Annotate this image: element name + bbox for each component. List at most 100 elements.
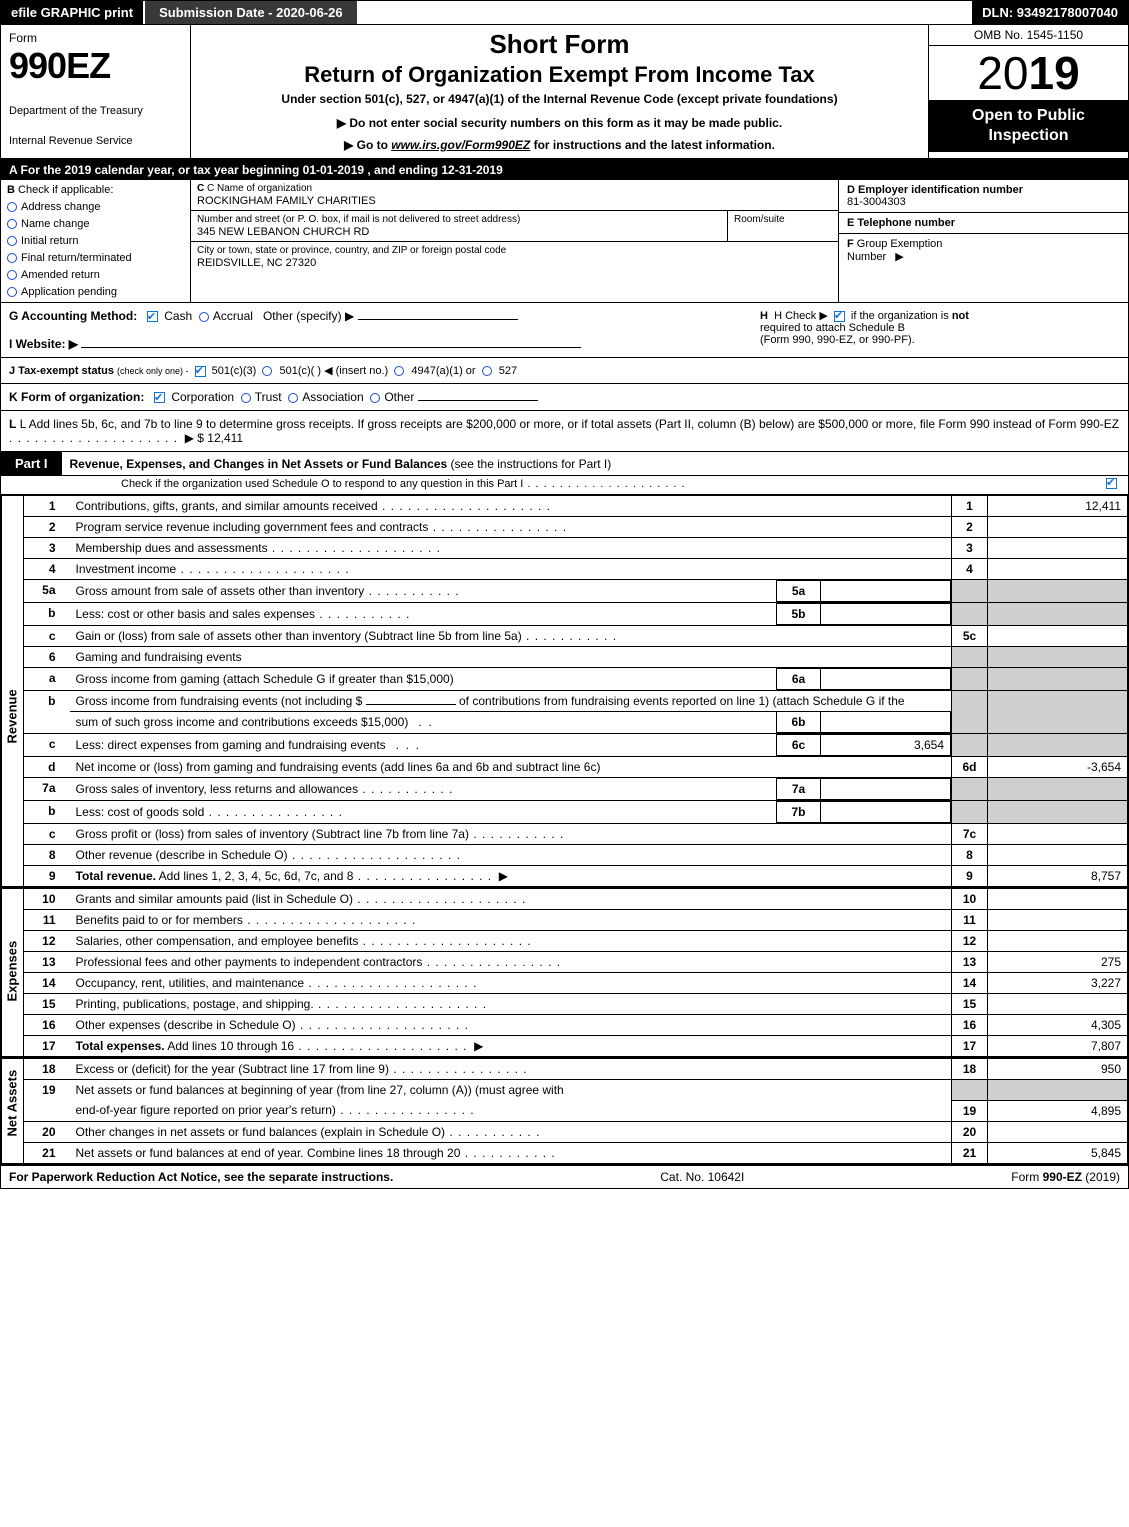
- amt-line-10: [988, 889, 1128, 910]
- part-i-tag: Part I: [1, 452, 62, 475]
- row-l-text: L Add lines 5b, 6c, and 7b to line 9 to …: [20, 417, 1119, 431]
- other-specify-input[interactable]: [358, 319, 518, 320]
- row-l: L L Add lines 5b, 6c, and 7b to line 9 t…: [1, 411, 1128, 452]
- line-6d: d Net income or (loss) from gaming and f…: [24, 757, 1128, 778]
- box-c-name-label: C C Name of organization: [197, 183, 832, 194]
- amt-line-9: 8,757: [988, 866, 1128, 887]
- tax-year: 2019: [929, 46, 1128, 100]
- line-4: 4 Investment income 4: [24, 559, 1128, 580]
- line-19: 19 Net assets or fund balances at beginn…: [24, 1080, 1128, 1101]
- box-f-label: F Group ExemptionNumber ▶: [847, 238, 1120, 263]
- efile-print-button[interactable]: efile GRAPHIC print: [1, 1, 143, 24]
- line-8: 8 Other revenue (describe in Schedule O)…: [24, 845, 1128, 866]
- amt-line-21: 5,845: [988, 1142, 1128, 1163]
- checkbox-527[interactable]: [482, 366, 492, 376]
- checkbox-name-change[interactable]: [7, 219, 17, 229]
- checkbox-schedule-b-not-required[interactable]: [834, 311, 845, 322]
- revenue-section: Revenue 1 Contributions, gifts, grants, …: [1, 495, 1128, 888]
- opt-trust: Trust: [255, 390, 282, 404]
- checkbox-4947a1[interactable]: [394, 366, 404, 376]
- header-mid: Short Form Return of Organization Exempt…: [191, 25, 928, 158]
- box-b-heading: Check if applicable:: [18, 184, 113, 196]
- amt-line-15: [988, 994, 1128, 1015]
- opt-final-return: Final return/terminated: [21, 252, 132, 264]
- amt-line-11: [988, 910, 1128, 931]
- dln: DLN: 93492178007040: [972, 1, 1128, 24]
- checkbox-cash[interactable]: [147, 311, 158, 322]
- dots-icon: [523, 478, 685, 490]
- subamt-6c: 3,654: [821, 735, 951, 756]
- subamt-6a: [821, 669, 951, 690]
- checkbox-initial-return[interactable]: [7, 236, 17, 246]
- amt-line-4: [988, 559, 1128, 580]
- city-label: City or town, state or province, country…: [197, 245, 832, 256]
- checkbox-501c3[interactable]: [195, 366, 206, 377]
- line-7a: 7a Gross sales of inventory, less return…: [24, 778, 1128, 801]
- opt-cash: Cash: [164, 309, 192, 323]
- website-input[interactable]: [81, 347, 581, 348]
- box-d-label: D Employer identification number: [847, 184, 1120, 196]
- other-org-input[interactable]: [418, 400, 538, 401]
- ein: 81-3004303: [847, 196, 1120, 208]
- checkbox-amended-return[interactable]: [7, 270, 17, 280]
- boxes-d-e-f: D Employer identification number 81-3004…: [838, 180, 1128, 302]
- side-label-revenue: Revenue: [1, 495, 23, 887]
- opt-amended-return: Amended return: [21, 269, 100, 281]
- net-assets-table: 18Excess or (deficit) for the year (Subt…: [23, 1058, 1128, 1164]
- line-6: 6 Gaming and fundraising events: [24, 647, 1128, 668]
- subamt-7b: [821, 802, 951, 823]
- row-h-text2: if the organization is: [851, 310, 949, 322]
- subamt-6b: [821, 712, 951, 733]
- checkbox-final-return[interactable]: [7, 253, 17, 263]
- checkbox-other-org[interactable]: [370, 393, 380, 403]
- row-h: H H Check ▶ if the organization is not r…: [760, 309, 1120, 346]
- opt-corporation: Corporation: [171, 390, 234, 404]
- row-j-note: (check only one) -: [117, 366, 189, 376]
- opt-initial-return: Initial return: [21, 235, 78, 247]
- line-2: 2 Program service revenue including gove…: [24, 517, 1128, 538]
- page-footer: For Paperwork Reduction Act Notice, see …: [1, 1166, 1128, 1188]
- box-b-letter: B: [7, 184, 15, 196]
- department: Department of the Treasury: [9, 105, 182, 117]
- form-990ez: efile GRAPHIC print Submission Date - 20…: [0, 0, 1129, 1189]
- subamt-5b: [821, 604, 951, 625]
- contrib-amount-input[interactable]: [366, 704, 456, 705]
- checkbox-accrual[interactable]: [199, 312, 209, 322]
- subamt-7a: [821, 779, 951, 800]
- side-label-net-assets: Net Assets: [1, 1058, 23, 1164]
- checkbox-association[interactable]: [288, 393, 298, 403]
- checkbox-address-change[interactable]: [7, 202, 17, 212]
- checkbox-corporation[interactable]: [154, 392, 165, 403]
- irs-link[interactable]: www.irs.gov/Form990EZ: [391, 138, 530, 152]
- box-b-check-if-applicable: B Check if applicable: Address change Na…: [1, 180, 191, 302]
- checkbox-application-pending[interactable]: [7, 287, 17, 297]
- row-h-not: not: [952, 310, 969, 322]
- opt-association: Association: [302, 390, 363, 404]
- line-6b: b Gross income from fundraising events (…: [24, 691, 1128, 734]
- goto-link[interactable]: ▶ Go to www.irs.gov/Form990EZ for instru…: [201, 138, 918, 152]
- expenses-section: Expenses 10Grants and similar amounts pa…: [1, 888, 1128, 1058]
- line-7b: b Less: cost of goods sold 7b: [24, 801, 1128, 824]
- opt-name-change: Name change: [21, 218, 90, 230]
- part-i-title: Revenue, Expenses, and Changes in Net As…: [62, 457, 1128, 471]
- line-6c: c Less: direct expenses from gaming and …: [24, 734, 1128, 757]
- line-16: 16Other expenses (describe in Schedule O…: [24, 1015, 1128, 1036]
- row-g-h: G Accounting Method: Cash Accrual Other …: [1, 303, 1128, 358]
- amt-line-1: 12,411: [988, 496, 1128, 517]
- line-21: 21Net assets or fund balances at end of …: [24, 1142, 1128, 1163]
- title-main: Return of Organization Exempt From Incom…: [201, 62, 918, 88]
- row-k: K Form of organization: Corporation Trus…: [1, 384, 1128, 411]
- checkbox-schedule-o-part-i[interactable]: [1106, 478, 1117, 489]
- part-i-sub: Check if the organization used Schedule …: [1, 476, 1128, 495]
- line-11: 11Benefits paid to or for members11: [24, 910, 1128, 931]
- checkbox-501c[interactable]: [262, 366, 272, 376]
- footer-right: Form 990-EZ (2019): [1011, 1170, 1120, 1184]
- line-10: 10Grants and similar amounts paid (list …: [24, 889, 1128, 910]
- line-5a: 5a Gross amount from sale of assets othe…: [24, 580, 1128, 603]
- footer-cat-no: Cat. No. 10642I: [660, 1170, 744, 1184]
- line-20: 20Other changes in net assets or fund ba…: [24, 1121, 1128, 1142]
- line-6a: a Gross income from gaming (attach Sched…: [24, 668, 1128, 691]
- checkbox-trust[interactable]: [241, 393, 251, 403]
- row-l-amount: ▶ $ 12,411: [185, 431, 243, 445]
- opt-501c: 501(c)( ) ◀ (insert no.): [279, 365, 388, 377]
